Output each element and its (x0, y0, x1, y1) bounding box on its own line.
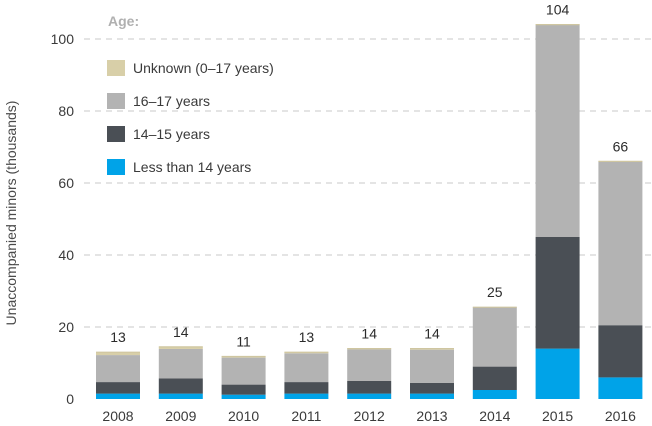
bar-segment (221, 384, 266, 395)
bar-segment (472, 390, 517, 399)
x-tick-label: 2008 (102, 408, 133, 424)
bar-total-label: 14 (424, 326, 440, 342)
bar-total-label: 14 (173, 324, 189, 340)
bar-segment (96, 393, 140, 399)
bar-total-label: 11 (236, 334, 251, 350)
bar-segment (96, 352, 140, 356)
bar-segment (158, 348, 203, 379)
x-tick-label: 2016 (605, 408, 636, 424)
bar-segment (96, 355, 140, 383)
bars (96, 24, 643, 399)
bar-segment (347, 393, 392, 399)
x-axis-ticks: 2008 2009 2010 2011 2012 2013 2014 2015 2016 (102, 408, 636, 424)
bar-segment (472, 366, 517, 390)
legend: Age: Unknown (0–17 years) 16–17 years 14–1… (107, 13, 274, 175)
bar-segment (221, 357, 266, 385)
bar-total-label: 13 (299, 329, 315, 345)
bar-total-label: 104 (546, 2, 570, 18)
bar-segment (284, 382, 329, 394)
bar-segment (410, 393, 454, 399)
bar-segment (284, 353, 329, 383)
bar-total-label: 13 (110, 329, 126, 345)
total-labels: 13 14 11 13 14 14 25 104 66 (110, 2, 628, 350)
legend-swatch (107, 60, 125, 76)
bar-segment (96, 382, 140, 394)
legend-label: 16–17 years (133, 93, 210, 109)
legend-swatch (107, 159, 125, 175)
bar-total-label: 14 (361, 326, 377, 342)
x-tick-label: 2014 (479, 408, 510, 424)
x-tick-label: 2011 (291, 408, 321, 424)
x-tick-label: 2010 (228, 408, 259, 424)
bar-segment (410, 382, 454, 394)
x-tick-label: 2012 (354, 408, 385, 424)
legend-title: Age: (108, 13, 139, 29)
bar-segment (221, 394, 266, 399)
legend-swatch (107, 126, 125, 142)
x-tick-label: 2015 (542, 408, 573, 424)
y-axis-ticks: 0 20 40 60 80 100 (51, 31, 75, 407)
y-tick-label: 40 (58, 247, 74, 263)
y-tick-label: 80 (58, 103, 74, 119)
y-tick-label: 60 (58, 175, 74, 191)
bar-segment (347, 349, 392, 381)
y-tick-label: 0 (66, 391, 74, 407)
bar-total-label: 66 (613, 138, 629, 154)
bar-segment (535, 237, 580, 349)
bar-total-label: 25 (487, 284, 503, 300)
legend-label: Less than 14 years (133, 159, 251, 175)
legend-swatch (107, 93, 125, 109)
bar-segment (410, 349, 454, 383)
bar-segment (472, 307, 517, 367)
y-tick-label: 100 (51, 31, 75, 47)
legend-label: Unknown (0–17 years) (133, 60, 274, 76)
x-tick-label: 2009 (165, 408, 196, 424)
x-tick-label: 2013 (416, 408, 447, 424)
bar-segment (598, 325, 643, 378)
y-tick-label: 20 (58, 319, 74, 335)
bar-segment (158, 393, 203, 399)
bar-segment (347, 381, 392, 394)
bar-segment (598, 161, 643, 326)
bar-segment (535, 348, 580, 399)
bar-segment (535, 24, 580, 237)
y-axis-label: Unaccompanied minors (thousands) (3, 101, 19, 326)
bar-segment (158, 378, 203, 394)
bar-segment (284, 393, 329, 399)
bar-segment (598, 377, 643, 399)
legend-label: 14–15 years (133, 126, 210, 142)
bar-segment (158, 346, 203, 349)
